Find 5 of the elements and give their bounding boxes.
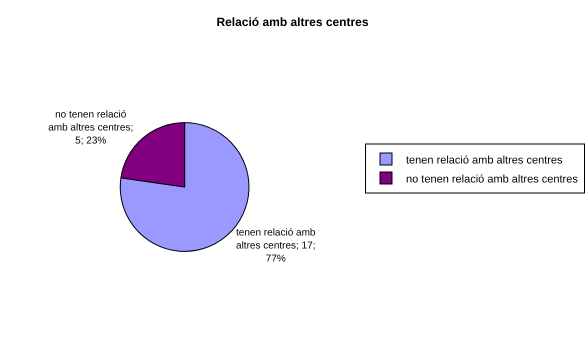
legend-label: no tenen relació amb altres centres: [406, 173, 578, 186]
data-label: tenen relació amb altres centres; 17; 77%: [236, 228, 316, 265]
data-label: no tenen relació amb altres centres; 5; 23%: [48, 109, 134, 146]
chart-title: Relació amb altres centres: [216, 15, 369, 30]
legend-label: tenen relació amb altres centres: [406, 154, 564, 166]
